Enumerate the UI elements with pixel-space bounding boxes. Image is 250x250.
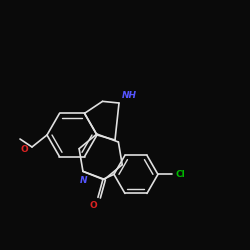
Text: NH: NH: [122, 91, 137, 100]
Text: N: N: [80, 176, 88, 185]
Text: Cl: Cl: [175, 170, 185, 179]
Text: O: O: [89, 201, 97, 210]
Text: O: O: [20, 146, 28, 154]
